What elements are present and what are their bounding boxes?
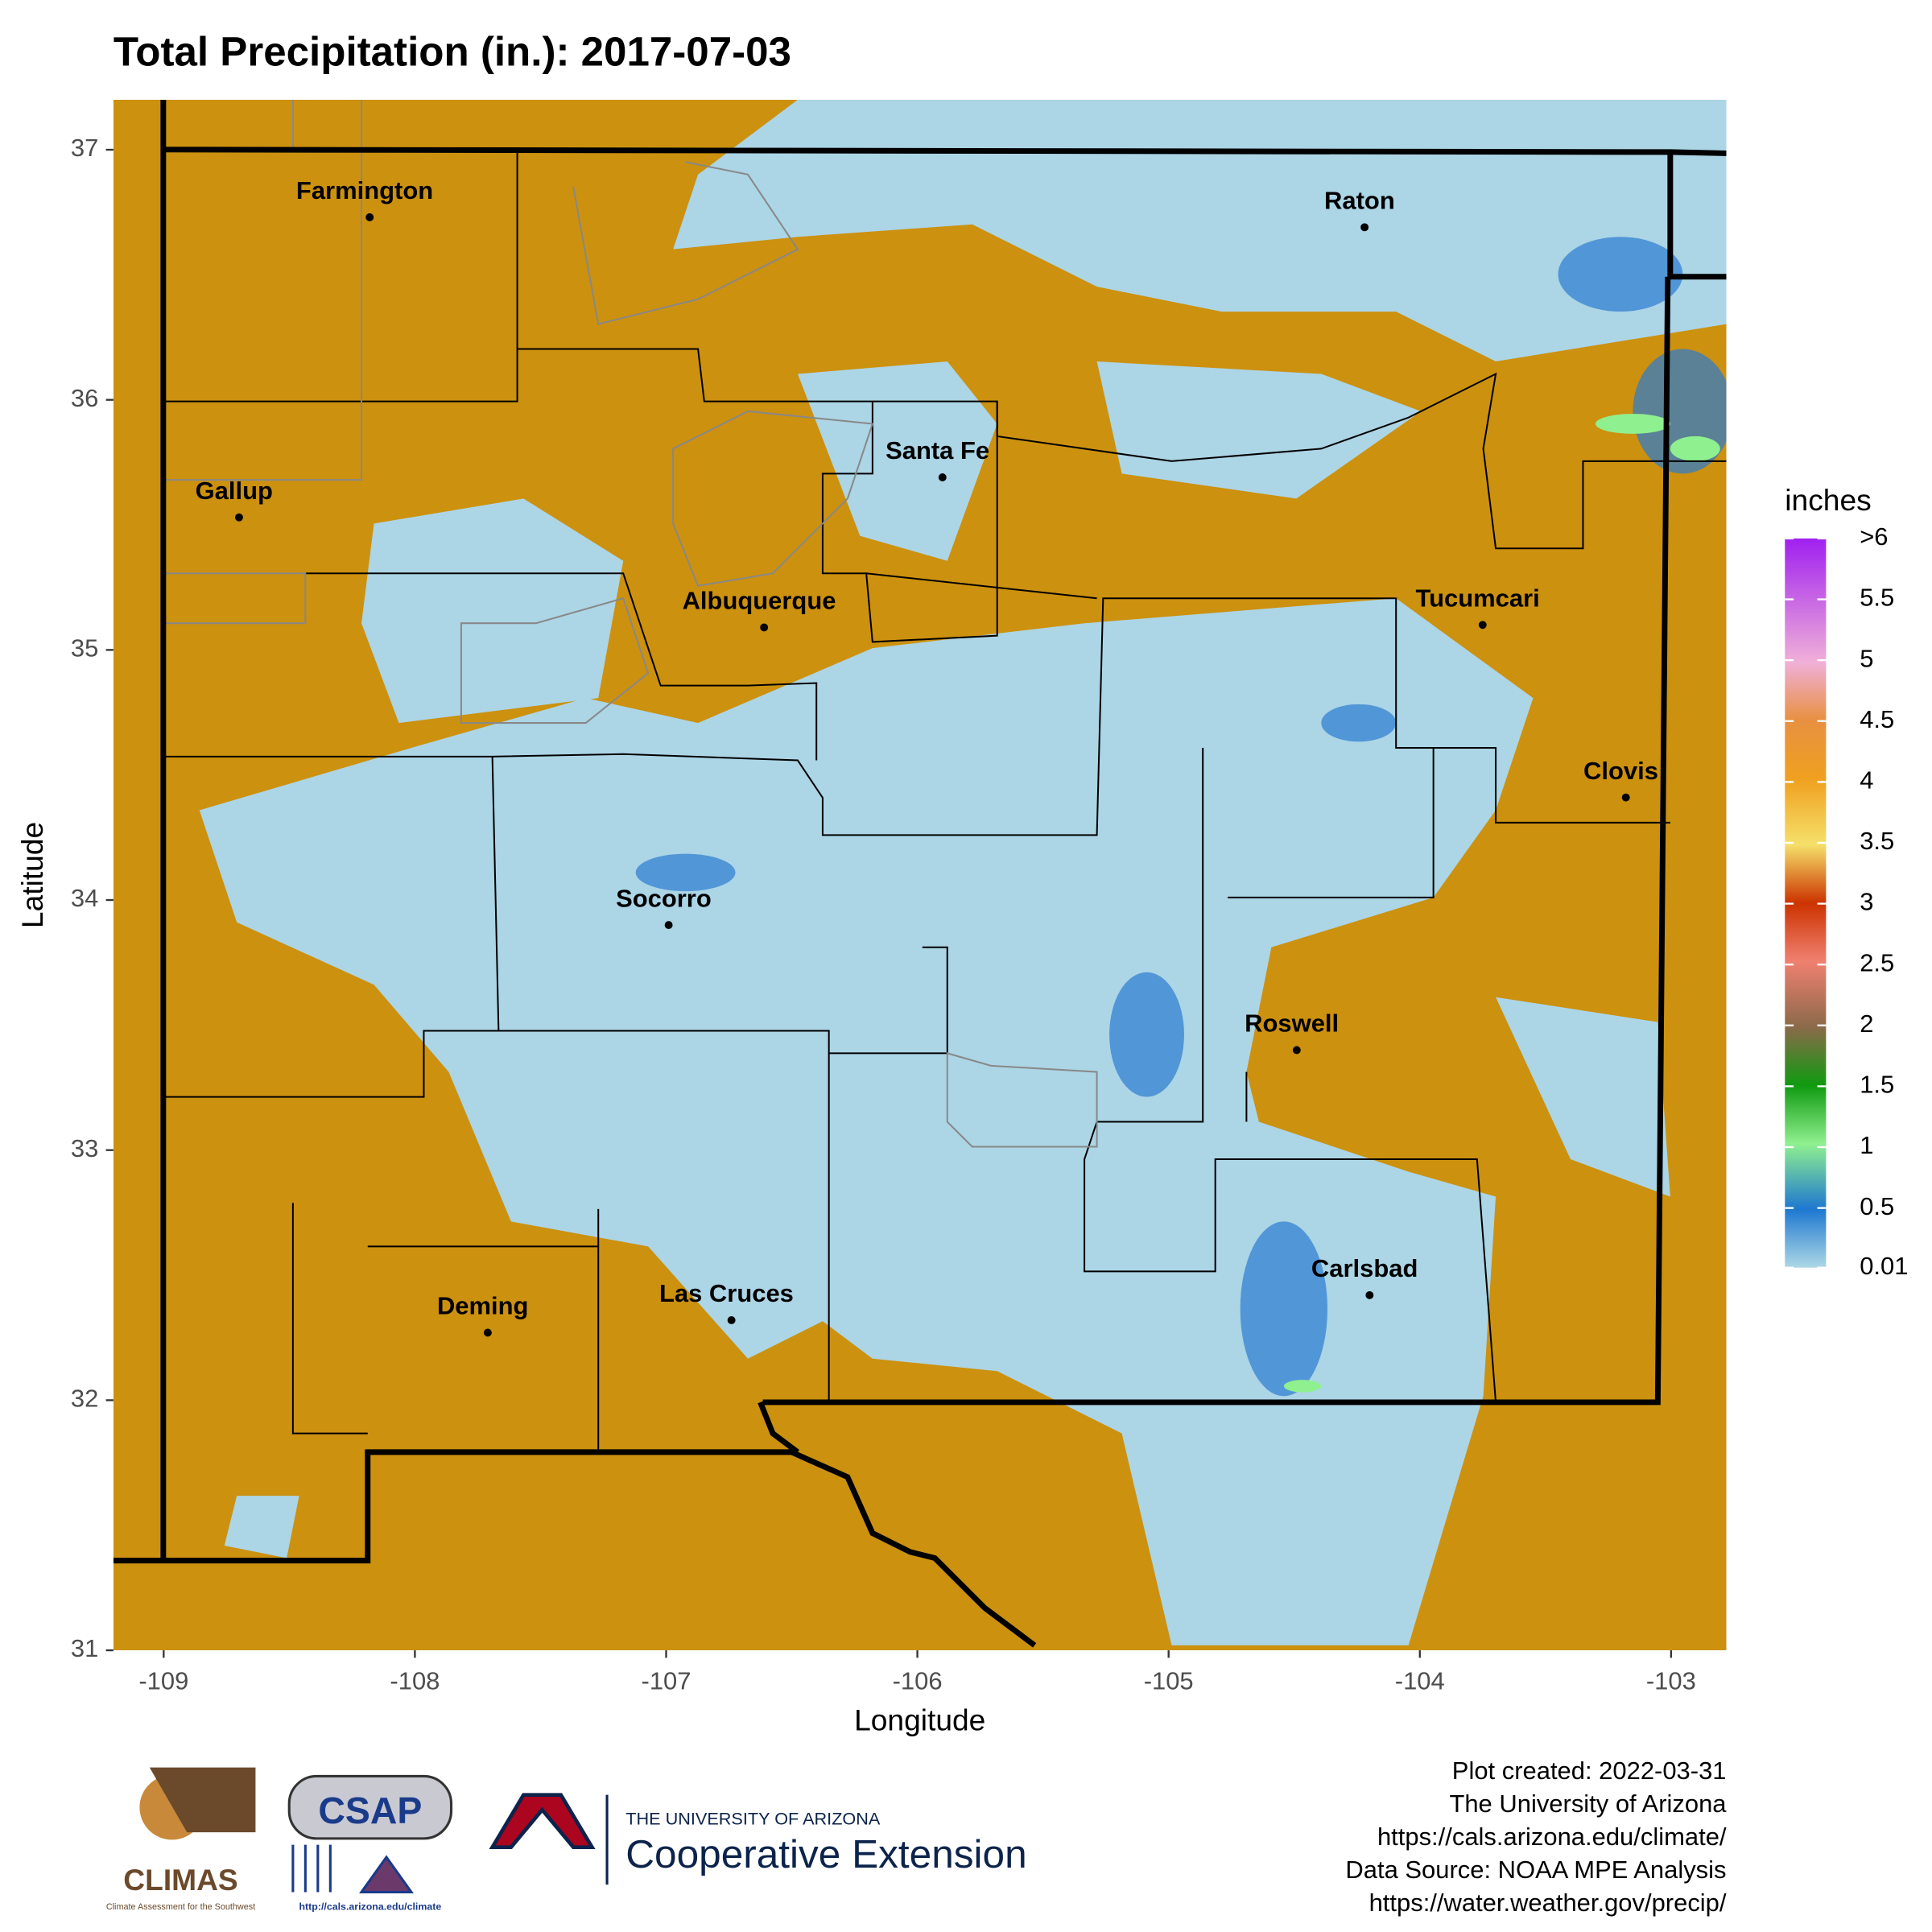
city-label: Santa Fe	[886, 436, 989, 464]
legend-title: inches	[1785, 483, 1871, 517]
city-point	[1292, 1046, 1301, 1055]
legend-label: 1.5	[1860, 1071, 1894, 1099]
credit-line: Data Source: NOAA MPE Analysis	[1345, 1856, 1726, 1884]
csap-text: CSAP	[318, 1790, 422, 1831]
x-tick-label: -109	[138, 1666, 188, 1695]
legend-label: 4	[1860, 766, 1873, 795]
legend-label: 3	[1860, 888, 1873, 916]
city-point	[727, 1316, 736, 1324]
city-point	[234, 513, 243, 522]
legend-label: 5	[1860, 644, 1873, 672]
city-label: Tucumcari	[1415, 584, 1539, 612]
credit-line: The University of Arizona	[1449, 1790, 1727, 1818]
y-tick-label: 35	[71, 634, 98, 663]
city-label: Carlsbad	[1311, 1254, 1418, 1282]
legend-label: >6	[1860, 522, 1888, 551]
climas-text: CLIMAS	[123, 1863, 237, 1897]
city-label: Gallup	[196, 477, 273, 505]
city-label: Albuquerque	[683, 587, 836, 615]
x-tick-label: -103	[1646, 1666, 1696, 1695]
x-tick-label: -106	[893, 1666, 943, 1695]
legend-label: 0.5	[1860, 1192, 1894, 1220]
logos: CLIMAS Climate Assessment for the Southw…	[106, 1767, 1027, 1912]
city-label: Las Cruces	[659, 1279, 794, 1307]
city-point	[1360, 223, 1369, 232]
city-label: Clovis	[1583, 757, 1658, 785]
city-point	[1478, 621, 1487, 630]
city-label: Farmington	[296, 176, 433, 204]
y-tick-label: 36	[71, 384, 98, 412]
city-label: Raton	[1324, 187, 1395, 215]
legend-label: 2.5	[1860, 948, 1894, 976]
csap-cloud	[287, 1774, 453, 1840]
legend-label: 4.5	[1860, 705, 1894, 733]
x-tick-label: -104	[1395, 1666, 1445, 1695]
csap-url: http://cals.arizona.edu/climate	[299, 1901, 442, 1912]
csap-icon	[291, 1844, 414, 1893]
y-tick-label: 32	[71, 1385, 98, 1413]
y-tick-label: 34	[71, 884, 98, 912]
x-tick-label: -107	[642, 1666, 691, 1695]
legend-label: 1	[1860, 1131, 1873, 1159]
city-label: Roswell	[1245, 1009, 1339, 1038]
x-axis-label: Longitude	[854, 1703, 985, 1737]
credit-line: https://cals.arizona.edu/climate/	[1377, 1823, 1727, 1851]
x-tick-label: -105	[1144, 1666, 1194, 1695]
credit-line: Plot created: 2022-03-31	[1452, 1757, 1727, 1785]
ua-logo	[489, 1793, 596, 1850]
title: Total Precipitation (in.): 2017-07-03	[114, 29, 791, 75]
legend-label: 3.5	[1860, 827, 1894, 855]
city-point	[1621, 793, 1630, 802]
city-point	[760, 623, 769, 632]
city-point	[483, 1328, 492, 1337]
y-tick-label: 33	[71, 1134, 98, 1162]
climas-shape	[149, 1767, 256, 1833]
city-point	[664, 921, 673, 930]
city-point	[365, 213, 374, 221]
credit-line: https://water.weather.gov/precip/	[1369, 1889, 1727, 1917]
y-tick-label: 31	[71, 1634, 98, 1662]
climas-subtitle: Climate Assessment for the Southwest	[106, 1902, 255, 1912]
city-point	[938, 473, 947, 481]
precip-field	[113, 99, 1727, 1651]
city-point	[1365, 1290, 1374, 1299]
legend-label: 2	[1860, 1009, 1873, 1038]
y-axis-label: Latitude	[15, 822, 49, 928]
extension-text: Cooperative Extension	[625, 1832, 1026, 1876]
y-tick-label: 37	[71, 134, 98, 162]
legend-label: 5.5	[1860, 584, 1894, 612]
x-tick-label: -108	[390, 1666, 440, 1695]
city-label: Socorro	[616, 884, 712, 912]
legend-label: 0.01	[1860, 1252, 1908, 1280]
city-label: Deming	[437, 1292, 529, 1320]
ua-text: THE UNIVERSITY OF ARIZONA	[625, 1808, 881, 1828]
